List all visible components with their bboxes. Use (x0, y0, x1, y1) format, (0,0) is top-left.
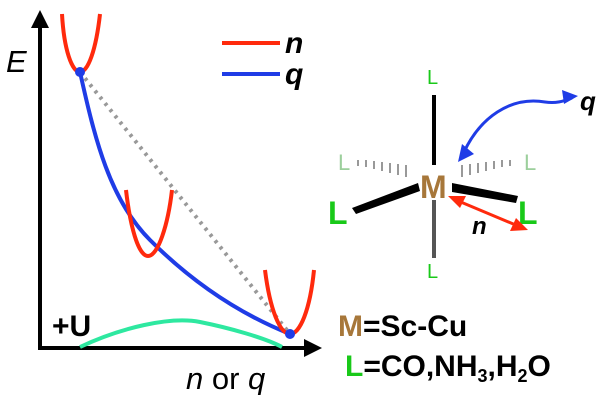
bond-front-left (352, 183, 420, 214)
bond-front-right (452, 183, 518, 203)
n-arrow-head-start (448, 196, 466, 208)
ligand-front-left: L (328, 195, 348, 231)
q-arrow-head-start (458, 144, 474, 162)
axes (31, 10, 322, 357)
y-axis-label: E (6, 44, 27, 79)
formula-ligand-symbol: L (345, 350, 363, 383)
ligand-back-right: L (524, 150, 536, 175)
q-arrow-label: q (580, 86, 596, 116)
formula-ligand-part3: O (528, 350, 551, 383)
blue-dot-top (75, 67, 85, 77)
red-parabola-2 (124, 189, 174, 259)
x-axis-label-q: q (248, 361, 266, 395)
ligand-bottom: L (427, 261, 438, 283)
formula-ligand-part1: =CO,NH (363, 350, 477, 383)
blue-q-curve (78, 71, 291, 336)
ligand-top: L (427, 67, 438, 89)
formula-metal-rest: =Sc-Cu (363, 310, 467, 343)
legend: n q (222, 27, 303, 91)
q-arrow-head-end (562, 90, 578, 104)
ligand-back-left: L (338, 150, 350, 175)
x-axis-label-or: or (203, 361, 248, 395)
formula-metal-symbol: M (338, 310, 363, 343)
bond-back-left (357, 160, 407, 177)
green-u-curve (79, 318, 283, 349)
x-axis-label: n or q (186, 361, 266, 395)
red-parabola-1 (60, 13, 102, 75)
q-arrow-curve (462, 96, 573, 153)
ligand-front-right: L (518, 195, 538, 231)
n-arrow-line (455, 198, 519, 228)
n-arrow-head-end (510, 218, 528, 231)
formula-ligand-sub1: 3 (478, 366, 488, 386)
legend-q-label: q (285, 58, 303, 91)
bond-back-right (461, 160, 511, 177)
formula-ligand-part2: ,H (488, 350, 518, 383)
legend-n-label: n (285, 27, 303, 60)
formula-metal: M=Sc-Cu (338, 310, 467, 343)
formula-ligand: L=CO,NH3,H2O (345, 350, 551, 386)
y-axis-arrow (31, 10, 49, 28)
dotted-line (78, 70, 292, 336)
plus-u-label: +U (52, 310, 91, 343)
x-axis-label-n: n (186, 361, 203, 395)
blue-dot-bottom (285, 329, 295, 339)
metal-atom: M (420, 169, 447, 205)
n-arrow-label: n (472, 213, 487, 240)
x-axis-arrow (304, 339, 322, 357)
formula-ligand-sub2: 2 (518, 366, 528, 386)
octahedral-complex: M L L L L L L n q (328, 67, 596, 283)
